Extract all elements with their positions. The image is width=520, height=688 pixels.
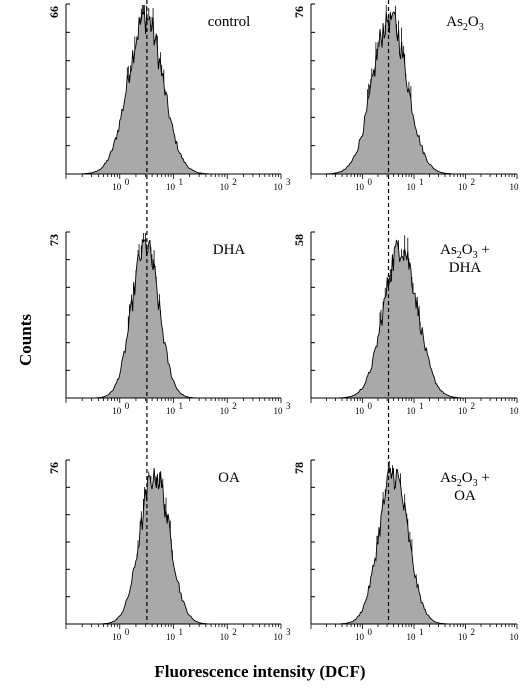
y-max-label: 76	[47, 462, 61, 474]
x-tick-label: 10	[274, 406, 284, 416]
x-tick-label: 10	[112, 406, 122, 416]
x-tick-exponent: 0	[125, 177, 130, 187]
histogram-spikes	[126, 5, 166, 96]
x-tick-label: 10	[166, 406, 176, 416]
x-tick-label: 10	[166, 182, 176, 192]
x-tick-exponent: 1	[179, 627, 184, 637]
x-tick-label: 10	[274, 182, 284, 192]
x-tick-label: 10	[355, 182, 365, 192]
panel-label: As2O3 +	[440, 470, 490, 489]
panel-label: control	[208, 14, 251, 30]
histogram-area	[311, 467, 517, 625]
y-max-label: 58	[292, 234, 306, 246]
x-axis-label: Fluorescence intensity (DCF)	[154, 662, 366, 681]
y-axis-label: Counts	[16, 314, 35, 366]
x-tick-label: 10	[274, 632, 284, 642]
x-tick-exponent: 0	[125, 401, 130, 411]
panel-label: As2O3	[446, 14, 484, 33]
histogram-panel: 76100101102103As2O3	[292, 3, 520, 192]
histogram-area	[66, 467, 281, 625]
histogram-area	[66, 238, 281, 399]
x-tick-exponent: 0	[368, 627, 373, 637]
histogram-area	[66, 10, 281, 175]
panel-label: DHA	[213, 242, 246, 258]
x-tick-exponent: 3	[286, 177, 291, 187]
x-tick-label: 10	[510, 632, 520, 642]
x-tick-exponent: 1	[419, 627, 424, 637]
histogram-spikes	[127, 233, 161, 330]
x-tick-exponent: 2	[232, 177, 237, 187]
histogram-spikes	[367, 5, 412, 100]
x-tick-exponent: 0	[368, 177, 373, 187]
x-tick-label: 10	[407, 632, 417, 642]
histogram-spikes	[376, 461, 413, 553]
histogram-panel: 78100101102103As2O3 +OA	[292, 459, 520, 642]
x-tick-exponent: 2	[232, 627, 237, 637]
x-tick-exponent: 0	[368, 401, 373, 411]
panel-label: As2O3 +	[440, 242, 490, 261]
x-tick-label: 10	[458, 632, 468, 642]
x-tick-label: 10	[112, 632, 122, 642]
x-tick-label: 10	[112, 182, 122, 192]
x-tick-exponent: 2	[471, 401, 476, 411]
x-tick-exponent: 3	[286, 401, 291, 411]
x-tick-exponent: 3	[286, 627, 291, 637]
x-tick-label: 10	[458, 182, 468, 192]
panel-label: OA	[454, 488, 476, 504]
x-tick-label: 10	[510, 182, 520, 192]
x-tick-label: 10	[510, 406, 520, 416]
panel-label: OA	[218, 470, 240, 486]
x-tick-label: 10	[355, 406, 365, 416]
histogram-area	[311, 239, 517, 399]
x-tick-label: 10	[220, 632, 230, 642]
histogram-spikes	[136, 471, 173, 559]
y-max-label: 78	[292, 462, 306, 474]
histogram-panel: 58100101102103As2O3 +DHA	[292, 231, 520, 416]
x-tick-label: 10	[166, 632, 176, 642]
x-tick-label: 10	[407, 182, 417, 192]
x-tick-exponent: 2	[471, 627, 476, 637]
x-tick-label: 10	[220, 406, 230, 416]
x-tick-label: 10	[220, 182, 230, 192]
x-tick-label: 10	[355, 632, 365, 642]
y-max-label: 76	[292, 6, 306, 18]
x-tick-exponent: 1	[179, 401, 184, 411]
x-tick-label: 10	[458, 406, 468, 416]
y-max-label: 73	[47, 234, 61, 246]
x-tick-exponent: 1	[179, 177, 184, 187]
histogram-area	[311, 11, 517, 175]
x-tick-label: 10	[407, 406, 417, 416]
y-max-label: 66	[47, 6, 61, 18]
x-tick-exponent: 2	[232, 401, 237, 411]
x-tick-exponent: 2	[471, 177, 476, 187]
x-tick-exponent: 1	[419, 401, 424, 411]
x-tick-exponent: 1	[419, 177, 424, 187]
histogram-spikes	[379, 235, 421, 331]
x-tick-exponent: 0	[125, 627, 130, 637]
panel-label: DHA	[449, 260, 482, 276]
